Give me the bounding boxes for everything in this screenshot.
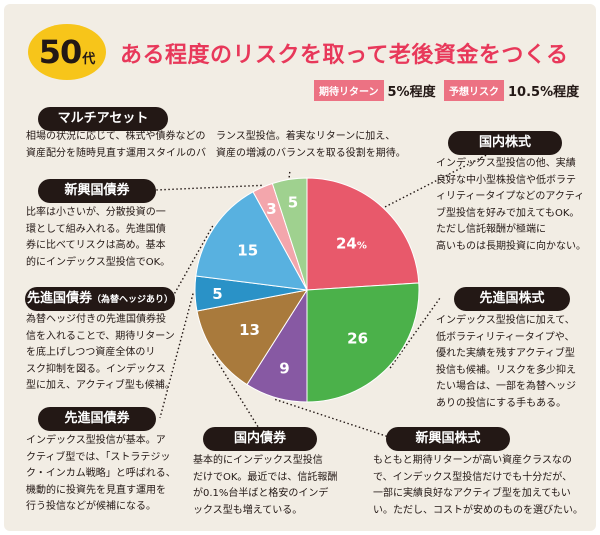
desc-domestic-bonds: 基本的にインデックス型投信 だけでOK。最近では、信託報酬 が0.1%台半ばと格…: [193, 455, 338, 516]
pie-label-emerging-stocks: 9: [279, 359, 289, 377]
label-domestic-bonds: 国内債券: [203, 427, 317, 451]
age-badge: 50 代: [28, 24, 106, 80]
label-developed-stocks: 先進国株式: [454, 287, 570, 311]
pie-label-domestic-bonds: 13: [239, 321, 260, 339]
expected-return: 期待リターン 5%程度: [314, 79, 436, 101]
pie-label-hedged-bonds: 15: [237, 242, 258, 260]
pie-slice-domestic-bonds: [196, 289, 309, 386]
pie-slice-developed-stocks: [306, 282, 420, 403]
expected-return-value: 5%程度: [387, 84, 436, 100]
leader-line-domestic-bonds: [212, 353, 266, 439]
desc-multi-asset-cont: ランス型投信。着実なリターンに加え、 資産の増減のバランスを取る役割を期待。: [216, 131, 406, 159]
pie-label-developed-bonds: 5: [212, 285, 222, 303]
leader-line-emerging-bonds: [155, 184, 262, 191]
desc-multi-asset: 相場の状況に応じて、株式や債券などの 資産配分を随時見直す運用スタイルのバ: [26, 131, 206, 159]
label-emerging-bonds: 新興国債券: [38, 179, 156, 203]
pie-slice-multi-asset: [271, 177, 308, 291]
label-domestic-stocks: 国内株式: [448, 131, 562, 155]
expected-return-label: 期待リターン: [314, 79, 384, 101]
label-developed-bonds: 先進国債券: [38, 407, 156, 431]
label-emerging-stocks: 新興国株式: [386, 427, 510, 451]
page-title: ある程度のリスクを取って老後資金をつくる: [120, 43, 569, 68]
leader-line-developed-bonds: [159, 293, 194, 419]
desc-developed-bonds: インデックス型投信が基本。ア クティブ型では、「ストラテジッ ク・インカム戦略」…: [26, 435, 176, 512]
expected-risk-value: 10.5%程度: [508, 84, 580, 100]
age-number: 50: [38, 33, 83, 71]
desc-emerging-bonds: 比率は小さいが、分散投資の一 環として組み入れる。先進国債 券に比べてリスクは高…: [26, 207, 171, 268]
pie-label-emerging-bonds: 3: [266, 200, 276, 218]
pie-slices: [194, 177, 420, 403]
pie-slice-hedged-bonds: [195, 191, 308, 291]
leader-line-emerging-stocks: [274, 398, 393, 439]
pie-slice-domestic-stocks: [306, 177, 420, 291]
desc-developed-stocks: インデックス型投信に加えて、 低ボラティリティータイプや、 優れた実績を残すアク…: [436, 315, 576, 409]
desc-domestic-stocks: インデックス型投信の他、実績 良好な中小型株投信や低ボラテ ィリティータイプなど…: [436, 158, 586, 252]
label-hedged-bonds: 先進国債券（為替ヘッジあり）: [25, 287, 175, 311]
desc-hedged-bonds: 為替ヘッジ付きの先進国債券投 信を入れることで、期待リターン を底上げしつつ資産…: [26, 314, 175, 391]
leader-line-multi-asset: [288, 169, 291, 178]
label-multi-asset: マルチアセット: [38, 107, 168, 131]
expected-risk-label: 予想リスク: [444, 79, 504, 101]
pie-label-developed-stocks: 26: [347, 330, 368, 348]
expected-risk: 予想リスク 10.5%程度: [444, 79, 580, 101]
leader-line-hedged-bonds: [171, 225, 214, 299]
desc-emerging-stocks: もともと期待リターンが高い資産クラスなの で、インデックス型投信だけでも十分だが…: [373, 455, 583, 516]
age-suffix: 代: [82, 52, 96, 67]
pie-label-multi-asset: 5: [288, 194, 298, 212]
leader-lines: [155, 141, 513, 439]
